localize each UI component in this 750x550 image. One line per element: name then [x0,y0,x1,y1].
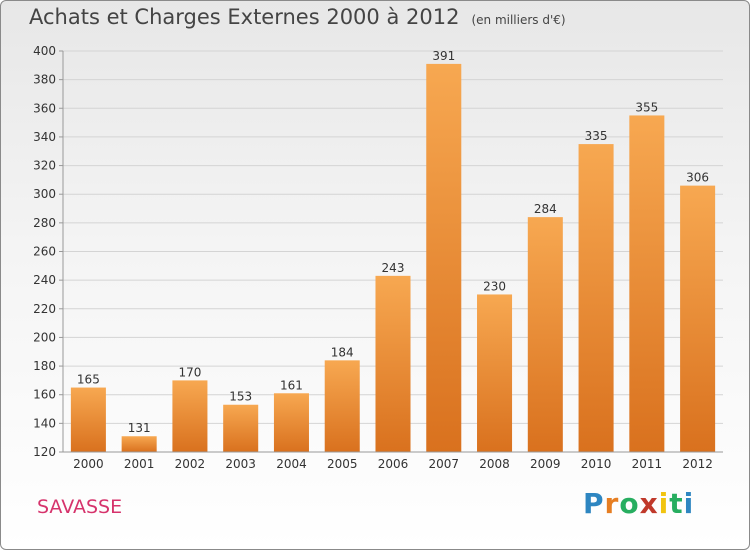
x-tick-label: 2004 [276,457,307,471]
bar [578,144,614,452]
x-tick-label: 2003 [225,457,256,471]
y-tick-label: 240 [33,273,56,287]
y-axis: 120 140 160 180 200 220 240 260 280 300 320 340 360 3… [33,44,64,459]
x-tick-label: 2000 [73,457,104,471]
data-label: 184 [331,345,354,359]
chart-title: Achats et Charges Externes 2000 à 2012 (e… [29,5,566,29]
y-tick-label: 220 [33,302,56,316]
logo-letter: P [583,487,605,520]
x-tick-label: 2001 [124,457,155,471]
data-label: 153 [229,390,252,404]
data-labels: 165 131 170 153 161 184 243 391 230 284 335 355 306 [77,49,709,435]
y-tick-label: 140 [33,416,56,430]
bar [477,294,513,452]
logo-letter: t [669,487,684,520]
x-tick-label: 2010 [581,457,612,471]
data-label: 131 [128,421,151,435]
bar [273,393,309,452]
data-label: 284 [534,202,557,216]
data-label: 306 [686,171,709,185]
bar [121,436,157,452]
bar [375,275,411,452]
data-label: 335 [585,129,608,143]
y-tick-label: 300 [33,187,56,201]
logo-letter: i [658,487,670,520]
y-tick-label: 400 [33,44,56,58]
logo-letter: i [683,487,695,520]
x-tick-label: 2005 [327,457,358,471]
x-tick-label: 2002 [175,457,206,471]
data-label: 161 [280,378,303,392]
data-label: 391 [432,49,455,63]
x-tick-label: 2009 [530,457,561,471]
x-axis: 2000 2001 2002 2003 2004 2005 2006 2007 2008 2009… [63,451,723,471]
y-tick-label: 180 [33,359,56,373]
data-label: 165 [77,373,100,387]
bar [172,380,208,452]
bar [223,404,259,452]
x-tick-label: 2006 [378,457,409,471]
x-tick-label: 2011 [632,457,663,471]
chart-unit: (en milliers d'€) [471,13,566,27]
bars [70,63,716,453]
bar [527,217,563,452]
x-tick-label: 2012 [682,457,713,471]
location-name: SAVASSE [37,496,123,518]
data-label: 170 [178,365,201,379]
logo-letter: o [619,487,640,520]
y-tick-label: 380 [33,73,56,87]
data-label: 355 [635,100,658,114]
logo-letter: x [639,487,659,520]
bar [324,360,360,452]
y-tick-label: 160 [33,388,56,402]
proxiti-logo[interactable]: Proxiti [583,487,694,520]
y-tick-label: 280 [33,216,56,230]
bar [680,185,716,452]
bar [426,63,462,453]
y-tick-label: 320 [33,159,56,173]
chart-title-text: Achats et Charges Externes 2000 à 2012 [29,5,460,29]
logo-letter: r [604,487,620,520]
data-label: 243 [382,261,405,275]
y-tick-label: 120 [33,445,56,459]
x-tick-label: 2008 [479,457,510,471]
x-tick-label: 2007 [428,457,459,471]
data-label: 230 [483,279,506,293]
bar [629,115,665,453]
y-tick-label: 200 [33,330,56,344]
y-tick-label: 260 [33,245,56,259]
y-tick-label: 360 [33,101,56,115]
y-tick-label: 340 [33,130,56,144]
bar [70,387,106,452]
